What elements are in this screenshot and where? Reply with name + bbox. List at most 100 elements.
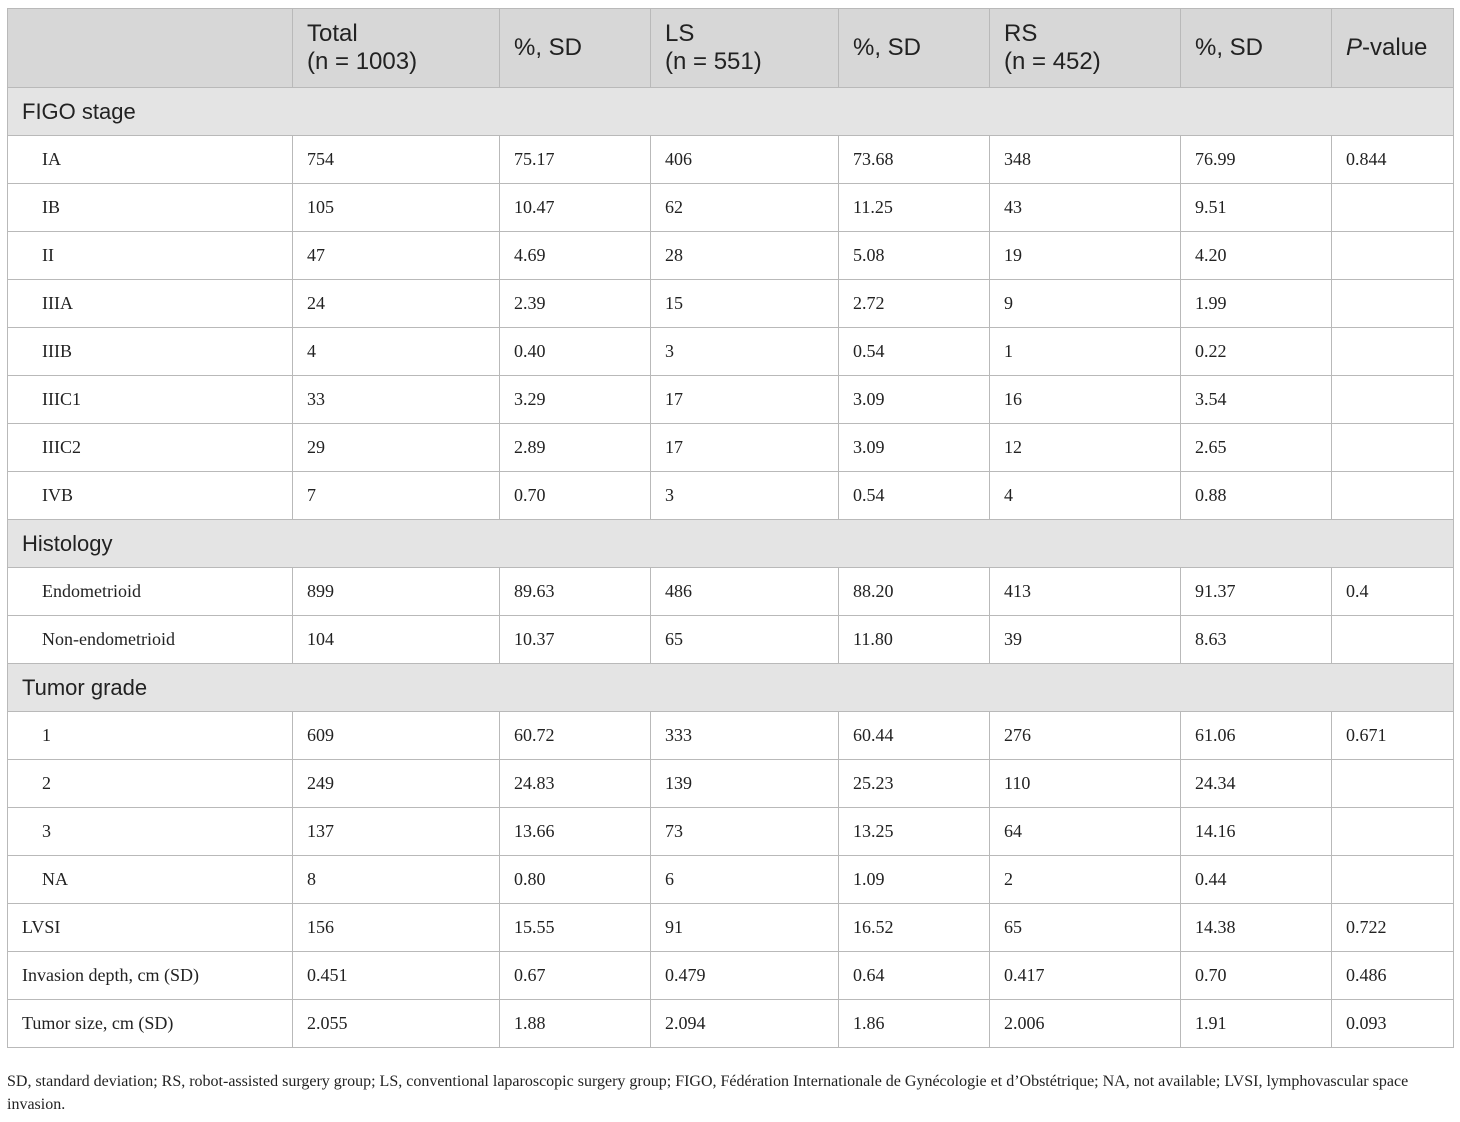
table-row: LVSI 156 15.55 91 16.52 65 14.38 0.722: [7, 903, 1454, 952]
cell-ls-pct: 11.80: [838, 615, 990, 664]
table-row: IB 105 10.47 62 11.25 43 9.51: [7, 183, 1454, 232]
cell-ls: 73: [650, 807, 839, 856]
cell-ls-pct: 88.20: [838, 567, 990, 616]
header-total-label: Total: [307, 20, 358, 47]
cell-ls-pct: 1.86: [838, 999, 990, 1048]
cell-total-pct: 4.69: [499, 231, 651, 280]
cell-label: Invasion depth, cm (SD): [7, 951, 293, 1000]
table-row: Invasion depth, cm (SD) 0.451 0.67 0.479 0.6…: [7, 951, 1454, 1000]
table-row: 2 249 24.83 139 25.23 110 24.34: [7, 759, 1454, 808]
cell-ls: 406: [650, 135, 839, 184]
cell-ls-pct: 3.09: [838, 375, 990, 424]
cell-p-value: [1331, 807, 1454, 856]
cell-ls-pct: 13.25: [838, 807, 990, 856]
cell-p-value: 0.4: [1331, 567, 1454, 616]
cell-ls-pct: 5.08: [838, 231, 990, 280]
cell-total-pct: 15.55: [499, 903, 651, 952]
table-row: Tumor size, cm (SD) 2.055 1.88 2.094 1.86 2.0…: [7, 999, 1454, 1048]
cell-ls: 333: [650, 711, 839, 760]
cell-ls-pct: 73.68: [838, 135, 990, 184]
characteristics-table: Total (n = 1003) %, SD LS (n = 551) %, S…: [7, 8, 1454, 1048]
cell-rs-pct: 0.22: [1180, 327, 1332, 376]
cell-ls-pct: 11.25: [838, 183, 990, 232]
cell-rs: 2: [989, 855, 1181, 904]
section-row-figo: FIGO stage: [7, 87, 1454, 136]
cell-total-pct: 2.39: [499, 279, 651, 328]
cell-rs-pct: 9.51: [1180, 183, 1332, 232]
cell-ls: 3: [650, 471, 839, 520]
cell-rs-pct: 0.88: [1180, 471, 1332, 520]
cell-ls-pct: 25.23: [838, 759, 990, 808]
cell-rs-pct: 1.91: [1180, 999, 1332, 1048]
cell-p-value: [1331, 471, 1454, 520]
cell-total: 29: [292, 423, 500, 472]
table-row: IIIC1 33 3.29 17 3.09 16 3.54: [7, 375, 1454, 424]
cell-ls: 28: [650, 231, 839, 280]
cell-rs-pct: 61.06: [1180, 711, 1332, 760]
cell-total-pct: 10.37: [499, 615, 651, 664]
section-heading: Tumor grade: [7, 663, 1454, 712]
cell-label: IIIB: [7, 327, 293, 376]
cell-total-pct: 0.67: [499, 951, 651, 1000]
cell-rs-pct: 91.37: [1180, 567, 1332, 616]
cell-p-value: [1331, 183, 1454, 232]
cell-rs: 64: [989, 807, 1181, 856]
cell-p-value: 0.844: [1331, 135, 1454, 184]
cell-label: LVSI: [7, 903, 293, 952]
cell-total-pct: 24.83: [499, 759, 651, 808]
cell-rs: 2.006: [989, 999, 1181, 1048]
cell-rs-pct: 4.20: [1180, 231, 1332, 280]
cell-label: Non-endometrioid: [7, 615, 293, 664]
table-container: Total (n = 1003) %, SD LS (n = 551) %, S…: [7, 8, 1454, 1048]
cell-total-pct: 75.17: [499, 135, 651, 184]
cell-label: IIIC1: [7, 375, 293, 424]
cell-total: 137: [292, 807, 500, 856]
cell-rs: 9: [989, 279, 1181, 328]
header-ls: LS (n = 551): [650, 8, 839, 88]
cell-rs: 413: [989, 567, 1181, 616]
section-row-grade: Tumor grade: [7, 663, 1454, 712]
cell-p-value: 0.671: [1331, 711, 1454, 760]
cell-total-pct: 13.66: [499, 807, 651, 856]
cell-total: 7: [292, 471, 500, 520]
section-row-histology: Histology: [7, 519, 1454, 568]
header-pct-total: %, SD: [499, 8, 651, 88]
cell-rs: 16: [989, 375, 1181, 424]
cell-rs-pct: 0.70: [1180, 951, 1332, 1000]
cell-ls-pct: 0.54: [838, 471, 990, 520]
cell-ls: 62: [650, 183, 839, 232]
cell-ls: 486: [650, 567, 839, 616]
cell-ls-pct: 0.64: [838, 951, 990, 1000]
cell-label: 2: [7, 759, 293, 808]
cell-label: 3: [7, 807, 293, 856]
cell-p-value: [1331, 855, 1454, 904]
table-row: Non-endometrioid 104 10.37 65 11.80 39 8.63: [7, 615, 1454, 664]
cell-total: 609: [292, 711, 500, 760]
cell-rs: 0.417: [989, 951, 1181, 1000]
header-p-italic: P: [1346, 34, 1363, 61]
cell-label: IIIA: [7, 279, 293, 328]
table-row: Endometrioid 899 89.63 486 88.20 413 91.37 0.4: [7, 567, 1454, 616]
section-heading: FIGO stage: [7, 87, 1454, 136]
cell-ls: 2.094: [650, 999, 839, 1048]
header-rs: RS (n = 452): [989, 8, 1181, 88]
cell-label: IIIC2: [7, 423, 293, 472]
header-row: Total (n = 1003) %, SD LS (n = 551) %, S…: [7, 8, 1454, 88]
cell-rs-pct: 14.16: [1180, 807, 1332, 856]
cell-label: IA: [7, 135, 293, 184]
cell-ls-pct: 60.44: [838, 711, 990, 760]
cell-label: Tumor size, cm (SD): [7, 999, 293, 1048]
cell-total-pct: 3.29: [499, 375, 651, 424]
header-rs-n: (n = 452): [1004, 48, 1101, 75]
cell-ls-pct: 1.09: [838, 855, 990, 904]
header-rs-label: RS: [1004, 20, 1038, 47]
cell-label: 1: [7, 711, 293, 760]
cell-p-value: [1331, 327, 1454, 376]
cell-p-value: 0.486: [1331, 951, 1454, 1000]
cell-ls: 6: [650, 855, 839, 904]
cell-rs: 65: [989, 903, 1181, 952]
table-row: IA 754 75.17 406 73.68 348 76.99 0.844: [7, 135, 1454, 184]
cell-p-value: 0.093: [1331, 999, 1454, 1048]
table-row: NA 8 0.80 6 1.09 2 0.44: [7, 855, 1454, 904]
cell-rs-pct: 24.34: [1180, 759, 1332, 808]
